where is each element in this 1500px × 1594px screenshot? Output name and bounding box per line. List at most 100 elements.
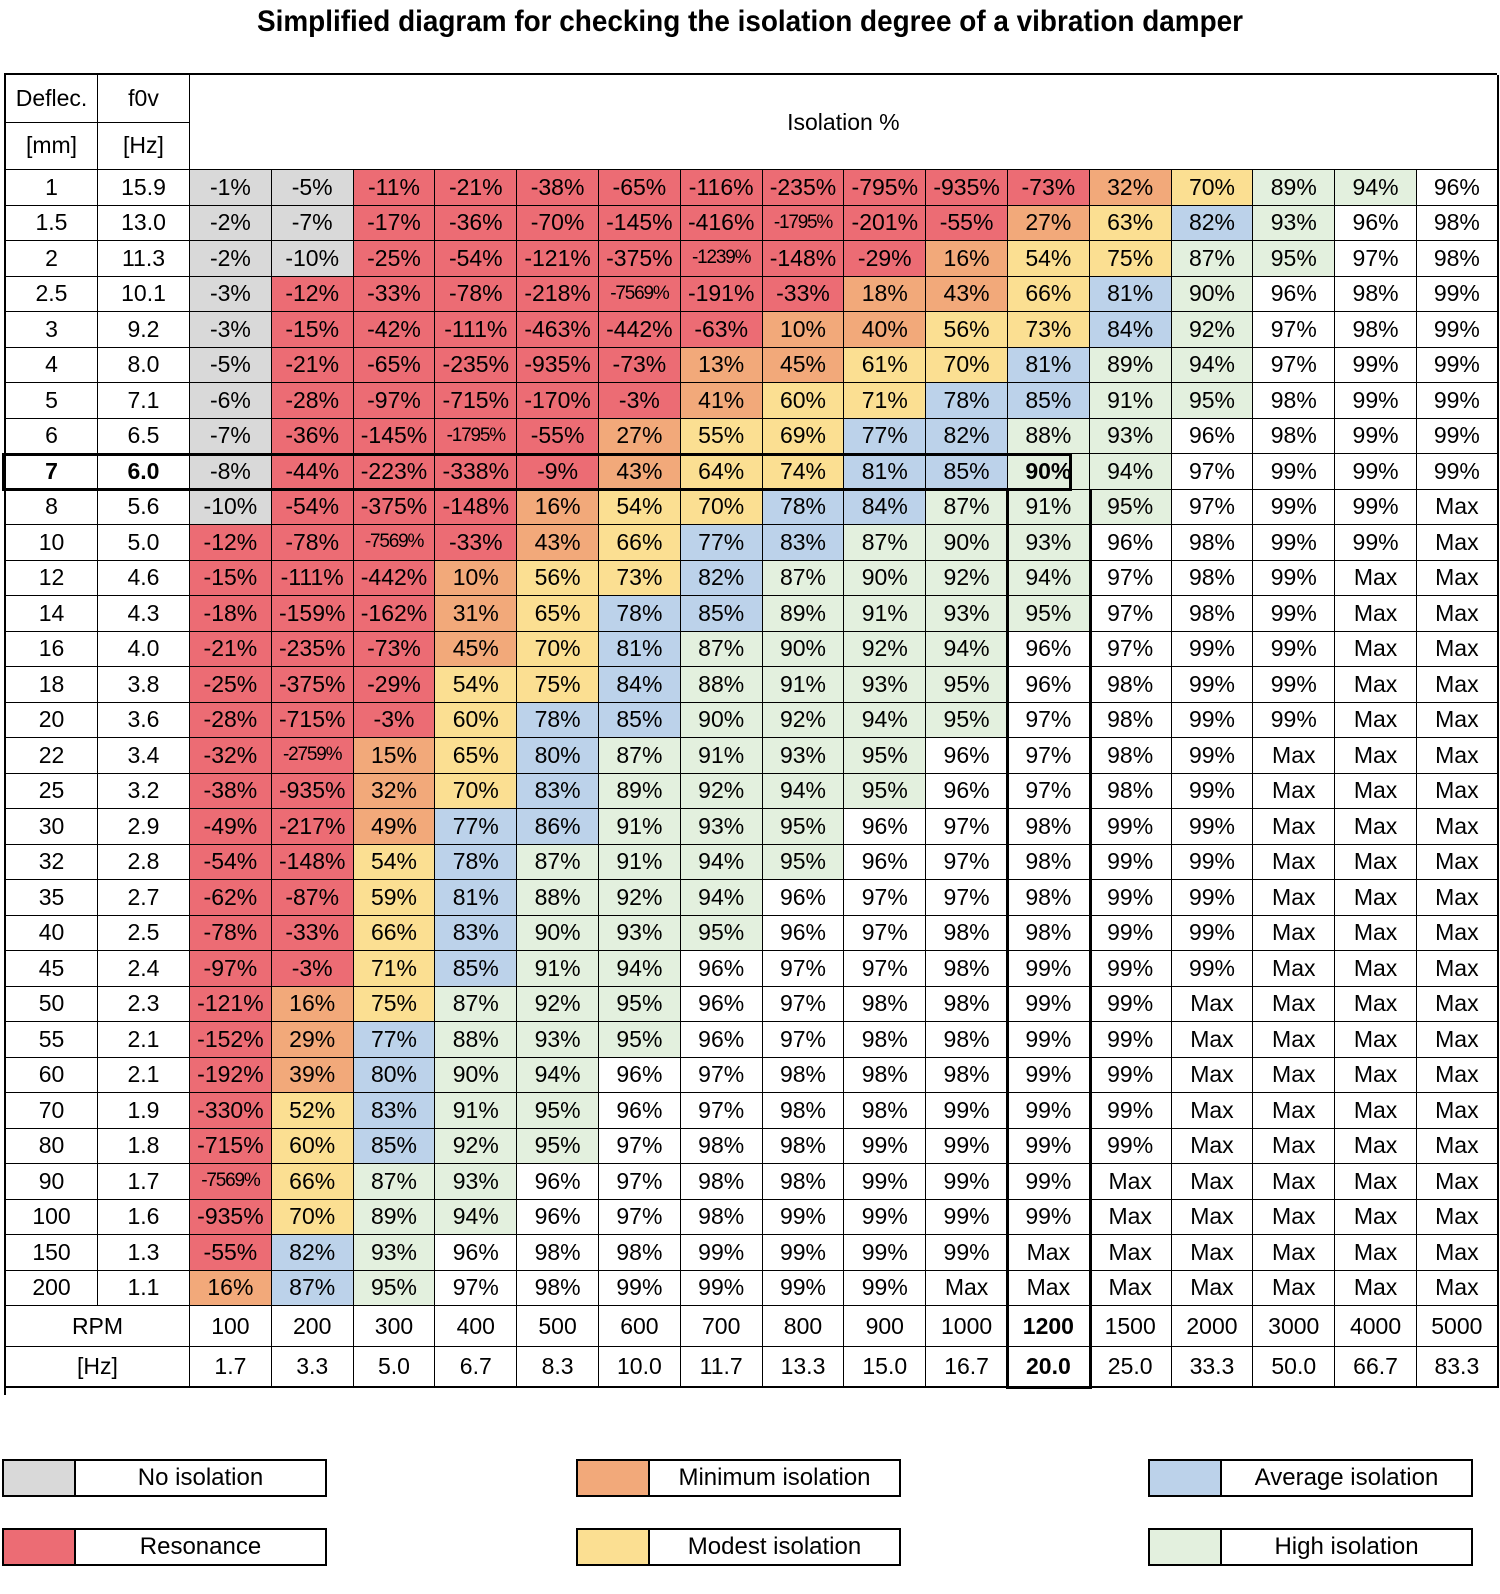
- isolation-cell: 77%: [844, 418, 927, 454]
- isolation-cell: 98%: [762, 1057, 845, 1093]
- isolation-cell: Max: [1335, 880, 1417, 916]
- deflection-cell: 200: [6, 1270, 98, 1306]
- legend-label: No isolation: [137, 1464, 264, 1491]
- isolation-cell: 70%: [926, 347, 1008, 383]
- isolation-cell: 93%: [598, 915, 681, 951]
- isolation-cell: Max: [1335, 951, 1417, 987]
- isolation-cell: 70%: [680, 489, 763, 525]
- f0v-cell: 4.3: [98, 596, 190, 632]
- isolation-cell: 96%: [1007, 667, 1090, 703]
- isolation-cell: 98%: [926, 951, 1008, 987]
- isolation-cell: 92%: [435, 1128, 518, 1164]
- isolation-cell: 96%: [844, 809, 927, 845]
- isolation-cell: 93%: [1089, 418, 1172, 454]
- isolation-cell: Max: [1335, 560, 1417, 596]
- isolation-cell: Max: [1253, 880, 1336, 916]
- isolation-cell: 99%: [1089, 1022, 1172, 1058]
- legend-item: Modest isolation: [576, 1528, 901, 1566]
- isolation-cell: Max: [1253, 986, 1336, 1022]
- isolation-cell: -32%: [190, 738, 272, 774]
- isolation-cell: Max: [1416, 951, 1499, 987]
- chart-title: Simplified diagram for checking the isol…: [256, 5, 1244, 38]
- isolation-cell: 96%: [517, 1164, 599, 1200]
- isolation-cell: 98%: [598, 1235, 681, 1271]
- deflection-cell: 150: [6, 1235, 98, 1271]
- isolation-cell: Max: [1416, 1164, 1499, 1200]
- isolation-cell: 99%: [844, 1199, 927, 1235]
- isolation-cell: -11%: [353, 170, 436, 206]
- isolation-cell: 87%: [517, 844, 599, 880]
- isolation-cell: 99%: [1416, 312, 1499, 348]
- rpm-tick-label: 1500: [1089, 1306, 1172, 1347]
- isolation-cell: 80%: [353, 1057, 436, 1093]
- isolation-cell: Max: [1089, 1199, 1172, 1235]
- isolation-cell: 45%: [762, 347, 845, 383]
- isolation-cell: 70%: [435, 773, 518, 809]
- isolation-cell: Max: [1171, 1199, 1254, 1235]
- isolation-cell: -935%: [271, 773, 354, 809]
- isolation-cell: 75%: [517, 667, 599, 703]
- isolation-cell: 99%: [1253, 667, 1336, 703]
- isolation-cell: 88%: [680, 667, 763, 703]
- isolation-cell: 99%: [1253, 489, 1336, 525]
- isolation-cell: Max: [926, 1270, 1008, 1306]
- isolation-cell: 99%: [1416, 347, 1499, 383]
- isolation-cell: 97%: [844, 951, 927, 987]
- isolation-cell: 96%: [1007, 631, 1090, 667]
- isolation-cell: 16%: [190, 1270, 272, 1306]
- isolation-cell: 94%: [517, 1057, 599, 1093]
- deflection-cell: 2.5: [6, 276, 98, 312]
- isolation-cell: 99%: [1335, 525, 1417, 561]
- legend-swatch: [578, 1530, 650, 1564]
- isolation-cell: 98%: [1089, 738, 1172, 774]
- isolation-cell: 92%: [517, 986, 599, 1022]
- isolation-cell: -121%: [190, 986, 272, 1022]
- isolation-cell: 90%: [680, 702, 763, 738]
- isolation-cell: Max: [1253, 1199, 1336, 1235]
- isolation-cell: 99%: [680, 1235, 763, 1271]
- isolation-cell: 54%: [598, 489, 681, 525]
- isolation-cell: 85%: [1007, 383, 1090, 419]
- isolation-cell: -2%: [190, 241, 272, 277]
- hz-tick-label: 33.3: [1171, 1347, 1254, 1388]
- isolation-cell: 99%: [1089, 1057, 1172, 1093]
- isolation-cell: Max: [1416, 489, 1499, 525]
- deflection-cell: 70: [6, 1093, 98, 1129]
- isolation-cell: 92%: [680, 773, 763, 809]
- deflection-cell: 20: [6, 702, 98, 738]
- deflection-cell: 30: [6, 809, 98, 845]
- isolation-cell: -715%: [190, 1128, 272, 1164]
- isolation-cell: -63%: [680, 312, 763, 348]
- isolation-cell: 60%: [435, 702, 518, 738]
- isolation-cell: 93%: [517, 1022, 599, 1058]
- rpm-tick-label: 800: [762, 1306, 845, 1347]
- isolation-cell: 98%: [926, 986, 1008, 1022]
- isolation-cell: Max: [1416, 1022, 1499, 1058]
- isolation-cell: 88%: [1007, 418, 1090, 454]
- isolation-cell: -33%: [762, 276, 845, 312]
- isolation-cell: 99%: [1089, 1093, 1172, 1129]
- isolation-cell: Max: [1416, 596, 1499, 632]
- isolation-cell: Max: [1089, 1270, 1172, 1306]
- isolation-cell: -9%: [517, 454, 599, 490]
- isolation-cell: 90%: [517, 915, 599, 951]
- isolation-cell: 94%: [1007, 560, 1090, 596]
- isolation-cell: 91%: [844, 596, 927, 632]
- isolation-cell: 78%: [762, 489, 845, 525]
- isolation-cell: -111%: [271, 560, 354, 596]
- deflection-cell: 60: [6, 1057, 98, 1093]
- isolation-cell: 87%: [598, 738, 681, 774]
- f0v-header: f0v: [98, 75, 190, 123]
- isolation-cell: 95%: [1089, 489, 1172, 525]
- isolation-cell: Max: [1416, 667, 1499, 703]
- isolation-cell: -463%: [517, 312, 599, 348]
- isolation-cell: 69%: [762, 418, 845, 454]
- isolation-cell: -375%: [353, 489, 436, 525]
- isolation-cell: 54%: [353, 844, 436, 880]
- isolation-cell: Max: [1335, 1022, 1417, 1058]
- isolation-cell: 83%: [353, 1093, 436, 1129]
- isolation-cell: 99%: [762, 1270, 845, 1306]
- isolation-cell: 98%: [1089, 667, 1172, 703]
- isolation-cell: 96%: [435, 1235, 518, 1271]
- f0v-unit: [Hz]: [98, 122, 190, 170]
